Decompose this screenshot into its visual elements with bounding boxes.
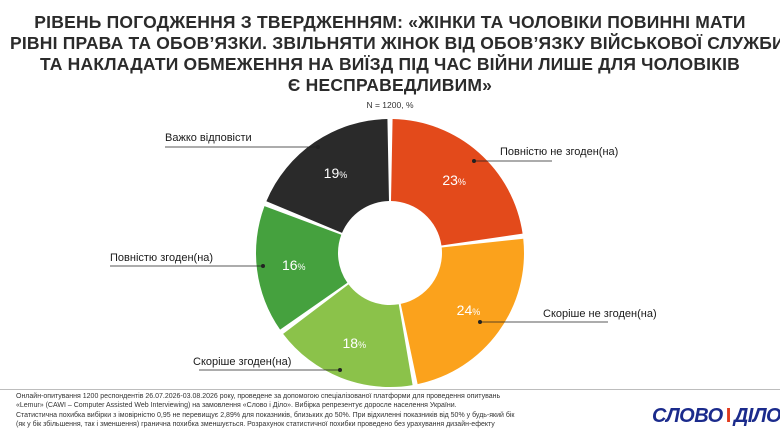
slovo-i-dilo-logo: СЛОВО І ДІЛО [652,404,780,428]
slice-value-label: 23% [442,172,466,188]
logo-word-right: ДІЛО [733,404,780,427]
donut-slice [390,119,523,246]
footer-line: «Lemur» (CAWI – Computer Assisted Web In… [16,402,457,410]
footer-line: (як у бік збільшення, так і зменшення) г… [16,421,495,429]
chart-title: РІВЕНЬ ПОГОДЖЕННЯ З ТВЕРДЖЕННЯМ: «ЖІНКИ … [10,12,780,96]
footer-divider [0,389,780,390]
slice-value-label: 16% [282,257,306,273]
leader-dot [472,159,476,163]
footer-line: Статистична похибка вибірки з імовірніст… [16,411,515,419]
slice-value-label: 19% [324,165,348,181]
donut-slice [283,284,413,387]
donut-slice [400,238,524,385]
leader-dot [261,264,265,268]
title-line: ТА НАКЛАДАТИ ОБМЕЖЕННЯ НА ВИЇЗД ПІД ЧАС … [39,54,741,74]
leader-dot [478,320,482,324]
chart-subtitle: N = 1200, % [366,100,414,110]
category-label: Важко відповісти [165,132,252,144]
logo-word-left: СЛОВО [652,404,723,427]
slice-value-label: 18% [342,335,366,351]
footer-line: Онлайн-опитування 1200 респондентів 26.0… [16,393,501,400]
slice-value-label: 24% [457,302,481,318]
title-line: Є НЕСПРАВЕДЛИВИМ» [287,75,493,95]
title-line: РІВНІ ПРАВА ТА ОБОВ’ЯЗКИ. ЗВІЛЬНЯТИ ЖІНО… [10,33,780,53]
donut-slice [266,119,390,233]
methodology-note: Онлайн-опитування 1200 респондентів 26.0… [16,392,576,430]
category-label: Повністю не згоден(на) [500,146,618,158]
category-label: Повністю згоден(на) [110,252,213,264]
category-label: Скоріше не згоден(на) [543,308,657,320]
title-line: РІВЕНЬ ПОГОДЖЕННЯ З ТВЕРДЖЕННЯМ: «ЖІНКИ … [34,12,746,32]
donut-slice [256,206,348,330]
leader-dot [338,368,342,372]
leader-dot [316,145,320,149]
category-label: Скоріше згоден(на) [193,356,291,368]
logo-separator: І [725,404,732,427]
